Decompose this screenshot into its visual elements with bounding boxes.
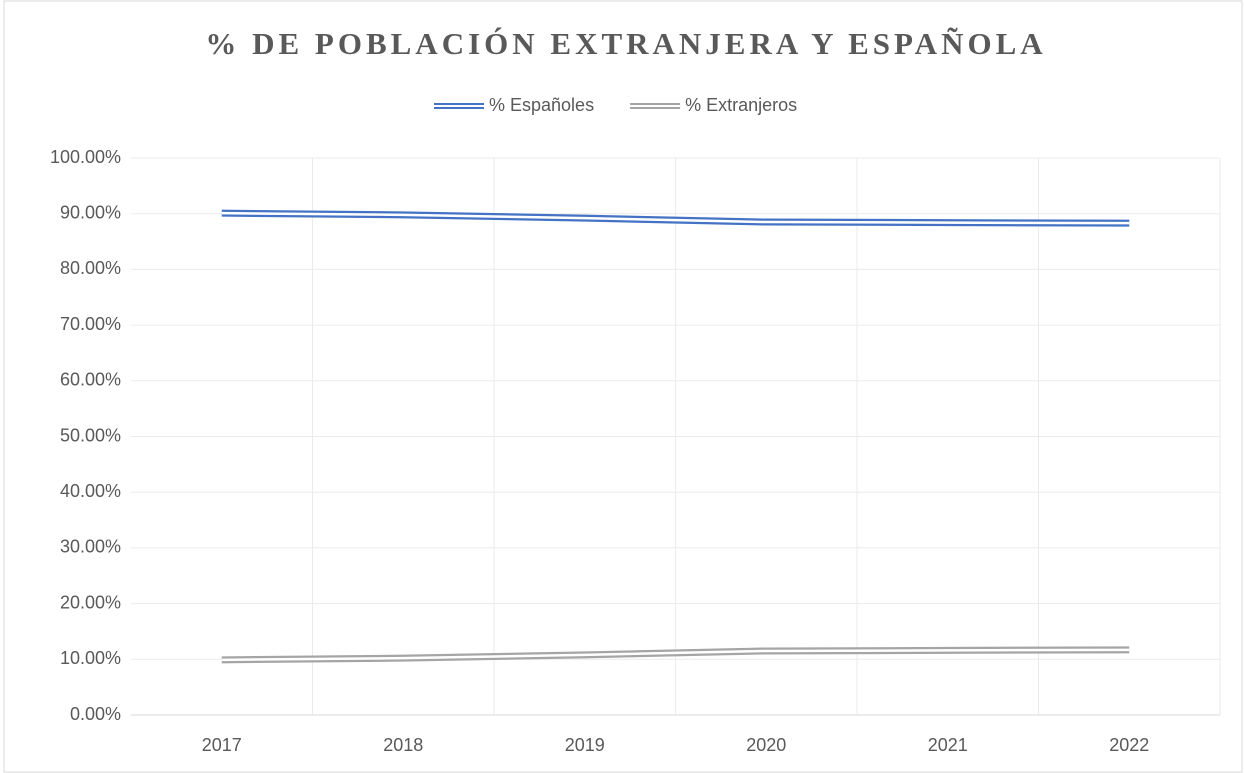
chart-frame [3,0,1243,773]
y-tick-label: 80.00% [60,258,121,278]
y-tick-label: 90.00% [60,202,121,222]
x-tick-label: 2021 [928,735,968,755]
x-tick-label: 2020 [746,735,786,755]
x-tick-label: 2018 [383,735,423,755]
y-tick-label: 50.00% [60,425,121,445]
x-tick-label: 2022 [1109,735,1149,755]
y-tick-label: 60.00% [60,370,121,390]
y-tick-label: 0.00% [70,704,121,724]
y-tick-label: 40.00% [60,481,121,501]
series-line-inner [221,648,1130,662]
legend-label: % Extranjeros [685,95,797,115]
y-tick-label: 10.00% [60,648,121,668]
y-tick-label: 20.00% [60,592,121,612]
chart-title: % DE POBLACIÓN EXTRANJERA Y ESPAÑOLA [205,26,1046,61]
x-tick-label: 2019 [565,735,605,755]
series-line-inner [221,211,1130,225]
y-tick-label: 70.00% [60,314,121,334]
x-tick-label: 2017 [202,735,242,755]
legend-label: % Españoles [489,95,594,115]
y-tick-label: 30.00% [60,537,121,557]
y-tick-label: 100.00% [50,147,121,167]
